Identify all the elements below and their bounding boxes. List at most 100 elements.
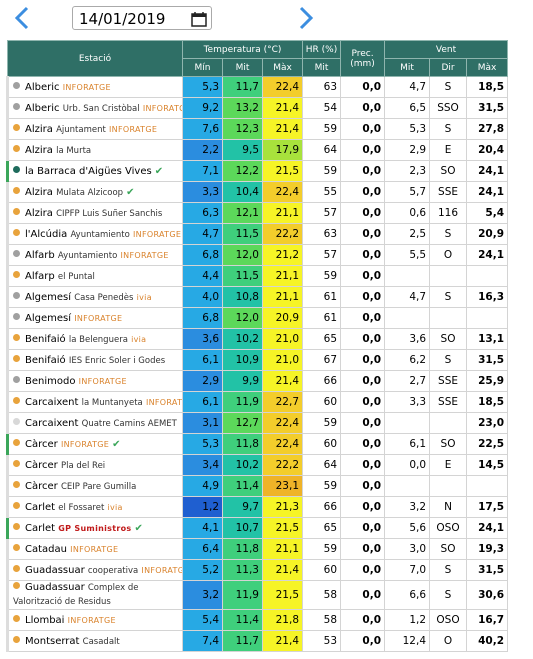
col-header[interactable]: Prec. (mm) bbox=[340, 40, 386, 77]
data-cell: 61 bbox=[302, 286, 342, 308]
table-row[interactable]: Càrcer Pla del Rei 3,4 10,2 22,2 64 0,0 0,0 E 14… bbox=[6, 454, 509, 476]
table-row[interactable]: Càrcer CEIP Pare Gumilla 4,9 11,4 23,1 59 0,0 bbox=[6, 475, 509, 497]
data-cell: 21,4 bbox=[261, 97, 304, 119]
source-tag: INFORATGE bbox=[74, 313, 123, 323]
data-cell: 30,6 bbox=[466, 580, 509, 610]
station-cell: Alzira CIPFP Luis Suñer Sanchis bbox=[6, 202, 183, 224]
data-cell: 0,0 bbox=[340, 538, 386, 560]
col-header[interactable]: Dir bbox=[429, 58, 468, 77]
status-dot bbox=[13, 81, 20, 89]
station-name: Llombai bbox=[25, 614, 65, 626]
data-cell: 6,5 bbox=[384, 97, 431, 119]
data-cell: 6,3 bbox=[182, 202, 223, 224]
table-row[interactable]: Alzira la Murta 2,2 9,5 17,9 64 0,0 2,9 E 20,4 bbox=[6, 139, 509, 161]
table-row[interactable]: Alzira Ajuntament INFORATGE 7,6 12,3 21,4 59… bbox=[6, 118, 509, 140]
data-cell: 0,0 bbox=[340, 307, 386, 329]
table-row[interactable]: Algemesí Casa Penedès ivia 4,0 10,8 21,1 61 0… bbox=[6, 286, 509, 308]
data-cell: 11,8 bbox=[222, 538, 263, 560]
col-header[interactable]: Mit bbox=[222, 58, 263, 77]
table-row[interactable]: Llombai INFORATGE 5,4 11,4 21,8 58 0,0 1,2 OSO 1… bbox=[6, 609, 509, 631]
col-header[interactable]: Mit bbox=[384, 58, 431, 77]
data-cell: E bbox=[429, 139, 468, 161]
data-cell: SO bbox=[429, 433, 468, 455]
data-cell: 12,1 bbox=[222, 202, 263, 224]
table-row[interactable]: Alzira Mulata Alzicoop ✔ 3,3 10,4 22,4 55 0,0 5… bbox=[6, 181, 509, 203]
data-cell: 5,7 bbox=[384, 181, 431, 203]
date-input[interactable]: 14/01/2019 bbox=[72, 6, 212, 30]
station-name: Alberic bbox=[25, 102, 60, 114]
data-cell: 22,2 bbox=[261, 223, 304, 245]
table-row[interactable]: Alberic Urb. San Cristòbal INFORATGE9,21… bbox=[6, 97, 509, 119]
data-cell: 0,0 bbox=[340, 118, 386, 140]
col-header[interactable]: Mín bbox=[182, 58, 223, 77]
prev-button[interactable] bbox=[12, 6, 32, 30]
status-dot bbox=[13, 438, 20, 446]
table-row[interactable]: Alberic INFORATGE 5,3 11,7 22,4 63 0,0 4,7 S 18,… bbox=[6, 76, 509, 98]
data-cell: 5,3 bbox=[182, 76, 223, 98]
col-group: Vent bbox=[384, 40, 509, 59]
data-cell: SSE bbox=[429, 391, 468, 413]
data-cell: 21,5 bbox=[261, 160, 304, 182]
data-cell: 0,0 bbox=[340, 630, 386, 652]
data-cell: 12,7 bbox=[222, 412, 263, 434]
table-row[interactable]: Catadau INFORATGE 6,4 11,8 21,1 59 0,0 3,0 SO 19… bbox=[6, 538, 509, 560]
calendar-icon[interactable] bbox=[191, 11, 207, 27]
data-cell bbox=[384, 265, 431, 287]
table-row[interactable]: Alfarp el Puntal 4,4 11,5 21,1 59 0,0 bbox=[6, 265, 509, 287]
table-row[interactable]: Guadassuar cooperativa INFORATGE5,211,32… bbox=[6, 559, 509, 581]
col-header[interactable]: Màx bbox=[466, 58, 509, 77]
table-row[interactable]: la Barraca d'Aigües Vives ✔ 7,1 12,2 21,5 59 0… bbox=[6, 160, 509, 182]
status-dot bbox=[13, 354, 20, 362]
station-name: Benifaió bbox=[25, 333, 66, 345]
data-cell: 18,5 bbox=[466, 391, 509, 413]
col-header[interactable]: Màx bbox=[261, 58, 304, 77]
data-cell: 31,5 bbox=[466, 349, 509, 371]
data-cell: 25,9 bbox=[466, 370, 509, 392]
data-cell: 12,4 bbox=[384, 630, 431, 652]
data-cell: 2,9 bbox=[384, 139, 431, 161]
data-cell: S bbox=[429, 349, 468, 371]
status-dot bbox=[13, 635, 20, 643]
data-cell: 60 bbox=[302, 433, 342, 455]
table-row[interactable]: Carlet el Fossaret ivia 1,2 9,7 21,3 66 0,0 3,… bbox=[6, 496, 509, 518]
table-row[interactable]: Montserrat Casadalt 7,4 11,7 21,4 53 0,0 12,4 O… bbox=[6, 630, 509, 652]
station-detail: Casadalt bbox=[82, 636, 120, 647]
data-cell: 0,0 bbox=[340, 76, 386, 98]
status-dot bbox=[13, 501, 20, 509]
table-row[interactable]: Carlet GP Suministros ✔ 4,1 10,7 21,5 65 0,0 5,… bbox=[6, 517, 509, 539]
data-cell: 57 bbox=[302, 202, 342, 224]
table-row[interactable]: Benifaió la Belenguera ivia 3,6 10,2 21,0 65… bbox=[6, 328, 509, 350]
table-row[interactable]: Guadassuar Complex de Valorització de Re… bbox=[6, 580, 509, 610]
table-row[interactable]: Benifaió IES Enric Soler i Godes 6,1 10,9 2… bbox=[6, 349, 509, 371]
data-cell: 0,0 bbox=[340, 160, 386, 182]
status-dot bbox=[13, 291, 20, 299]
data-cell bbox=[429, 475, 468, 497]
source-tag: INFORATGE bbox=[78, 376, 127, 386]
table-row[interactable]: Carcaixent la Muntanyeta INFORATGE6,111,… bbox=[6, 391, 509, 413]
status-dot bbox=[13, 417, 20, 425]
table-row[interactable]: l'Alcúdia Ayuntamiento INFORATGE 4,7 11,5 2… bbox=[6, 223, 509, 245]
col-header[interactable]: Mit bbox=[302, 58, 342, 77]
source-tag: INFORATGE bbox=[60, 439, 110, 449]
station-name: Alfarp bbox=[25, 270, 55, 282]
col-header[interactable]: Estació bbox=[7, 40, 183, 77]
table-row[interactable]: Carcaixent Quatre Camins AEMET 3,1 12,7 22,… bbox=[6, 412, 509, 434]
data-cell: 0,0 bbox=[340, 349, 386, 371]
table-row[interactable]: Benimodo INFORATGE 2,9 9,9 21,4 66 0,0 2,7 SSE 2… bbox=[6, 370, 509, 392]
table-row[interactable]: Alfarb Ayuntamiento INFORATGE 6,8 12,0 21,2… bbox=[6, 244, 509, 266]
data-cell: 21,1 bbox=[261, 538, 304, 560]
station-detail: la Muntanyeta bbox=[81, 397, 143, 408]
table-row[interactable]: Alzira CIPFP Luis Suñer Sanchis 6,3 12,1 21… bbox=[6, 202, 509, 224]
next-button[interactable] bbox=[296, 6, 316, 30]
date-text: 14/01/2019 bbox=[79, 10, 166, 28]
data-cell: 18,5 bbox=[466, 76, 509, 98]
source-tag: ivia bbox=[107, 502, 123, 512]
data-cell: 21,1 bbox=[261, 202, 304, 224]
table-row[interactable]: Càrcer INFORATGE ✔ 5,3 11,8 22,4 60 0,0 6,1 SO 22… bbox=[6, 433, 509, 455]
station-cell: Alberic Urb. San Cristòbal INFORATGE bbox=[6, 97, 183, 119]
table-row[interactable]: Algemesí INFORATGE 6,8 12,0 20,9 61 0,0 bbox=[6, 307, 509, 329]
data-cell: 116 bbox=[429, 202, 468, 224]
data-cell: 58 bbox=[302, 609, 342, 631]
data-cell: 7,0 bbox=[384, 559, 431, 581]
